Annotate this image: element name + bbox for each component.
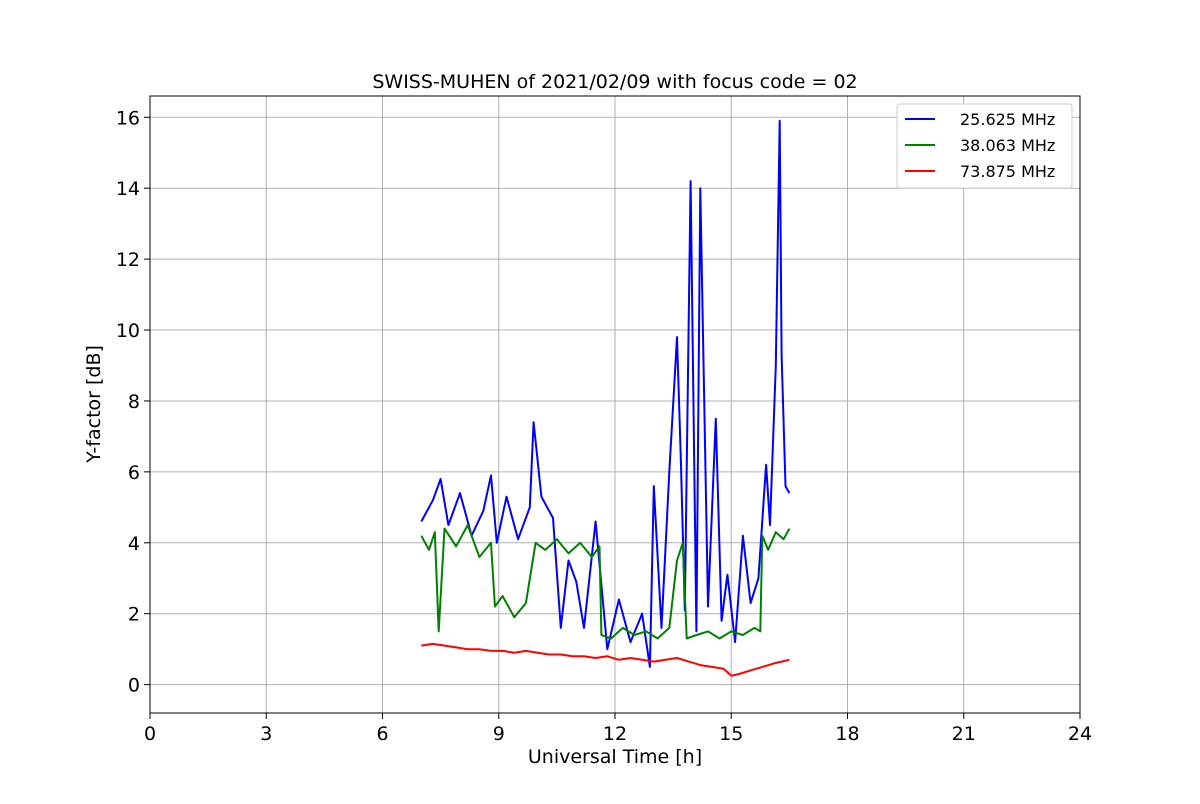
y-tick-label: 8 xyxy=(128,391,140,413)
y-tick-label: 2 xyxy=(128,604,140,626)
series-line-3 xyxy=(421,642,790,677)
legend-entry-label: 73.875 MHz xyxy=(960,162,1055,181)
x-tick-label: 0 xyxy=(144,723,156,745)
legend-box xyxy=(896,103,1073,189)
x-tick-label: 9 xyxy=(493,723,505,745)
legend-entry-label: 25.625 MHz xyxy=(960,110,1055,129)
y-tick-label: 4 xyxy=(128,533,140,555)
y-tick-label: 0 xyxy=(128,675,140,697)
y-axis-label: Y-factor [dB] xyxy=(83,345,105,464)
x-tick-label: 24 xyxy=(1068,723,1092,745)
y-tick-label: 16 xyxy=(116,107,140,129)
x-tick-label: 6 xyxy=(376,723,388,745)
chart-title: SWISS-MUHEN of 2021/02/09 with focus cod… xyxy=(372,71,857,93)
series-line-1 xyxy=(420,119,791,668)
x-tick-label: 3 xyxy=(260,723,272,745)
x-axis-label: Universal Time [h] xyxy=(528,746,702,768)
legend-entry-label: 38.063 MHz xyxy=(960,136,1055,155)
y-tick-label: 12 xyxy=(116,249,140,271)
x-tick-label: 18 xyxy=(835,723,859,745)
x-tick-label: 12 xyxy=(603,723,627,745)
x-tick-label: 21 xyxy=(952,723,976,745)
y-tick-label: 10 xyxy=(116,320,140,342)
x-tick-label: 15 xyxy=(719,723,743,745)
plot-series xyxy=(420,119,791,677)
legend: 25.625 MHz 38.063 MHz 73.875 MHz xyxy=(896,103,1073,189)
y-tick-label: 6 xyxy=(128,462,140,484)
y-tick-label: 14 xyxy=(116,178,140,200)
series-line-2 xyxy=(420,524,791,640)
grid-lines xyxy=(149,96,1081,713)
